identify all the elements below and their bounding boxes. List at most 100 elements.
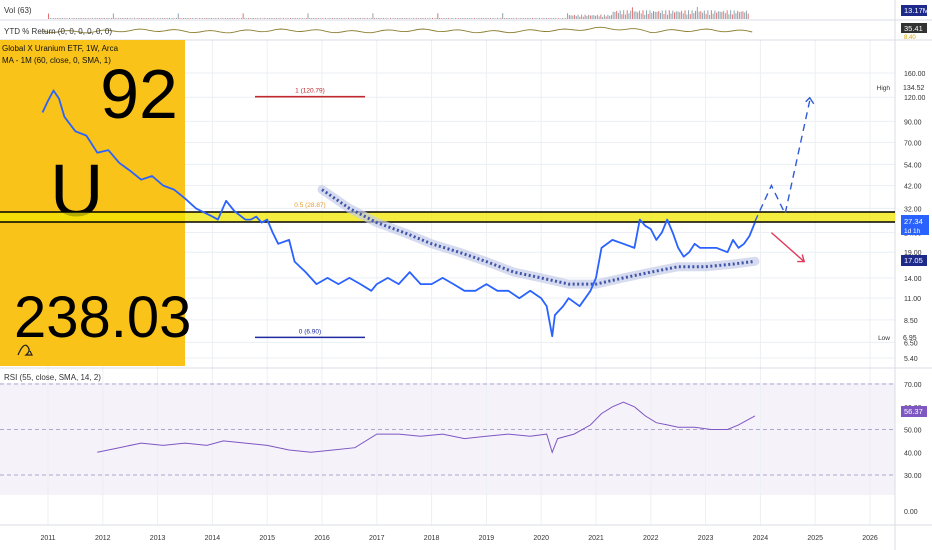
volume-bar xyxy=(456,18,458,19)
volume-bar xyxy=(542,17,544,19)
volume-bar xyxy=(339,18,341,19)
volume-bar xyxy=(153,17,155,19)
volume-bar xyxy=(225,17,227,19)
volume-bar xyxy=(512,17,514,19)
volume-bar xyxy=(219,18,221,19)
volume-bar xyxy=(104,17,106,19)
volume-bar xyxy=(330,18,332,19)
x-tick-2016: 2016 xyxy=(314,535,330,542)
volume-bar xyxy=(112,13,114,19)
low-label: Low xyxy=(878,335,890,342)
x-tick-2011: 2011 xyxy=(40,535,55,542)
volume-bar xyxy=(100,18,102,19)
volume-bar xyxy=(507,18,509,19)
volume-bar xyxy=(656,11,658,19)
volume-bar xyxy=(435,17,437,19)
volume-bar xyxy=(740,11,742,19)
volume-bar xyxy=(633,11,635,19)
volume-bar xyxy=(561,17,563,19)
y-tick-5.40: 5.40 xyxy=(904,356,918,363)
x-tick-2021: 2021 xyxy=(588,535,604,542)
volume-bar xyxy=(56,18,58,19)
volume-bar xyxy=(111,17,113,19)
volume-bar xyxy=(191,17,193,19)
volume-bar xyxy=(733,10,735,19)
volume-bar xyxy=(170,18,172,19)
volume-bar xyxy=(233,17,235,19)
projection-up-arrowhead xyxy=(805,96,815,105)
volume-bar xyxy=(489,17,491,19)
volume-bar xyxy=(400,18,402,19)
volume-bar xyxy=(747,13,749,19)
volume-bar xyxy=(263,17,265,19)
symbol-title: Global X Uranium ETF, 1W, Arca xyxy=(2,44,119,53)
volume-bar xyxy=(686,14,688,19)
volume-bar xyxy=(51,18,53,19)
volume-bar xyxy=(493,17,495,19)
volume-bar xyxy=(477,17,479,19)
price-tag-value: 27.34 xyxy=(904,217,923,226)
volume-bar xyxy=(253,18,255,19)
volume-bar xyxy=(161,18,163,19)
volume-bar xyxy=(228,18,230,19)
volume-bar xyxy=(116,18,118,19)
volume-bar xyxy=(481,17,483,19)
volume-bar xyxy=(503,18,505,19)
ma-tag xyxy=(901,255,927,266)
volume-bar xyxy=(586,16,588,19)
volume-bar xyxy=(321,17,323,19)
volume-bar xyxy=(128,18,130,19)
volume-bar xyxy=(560,18,562,19)
x-tick-2013: 2013 xyxy=(150,535,166,542)
volume-bar xyxy=(239,18,241,19)
volume-bar xyxy=(81,18,83,19)
volume-bar xyxy=(275,17,277,19)
volume-bar xyxy=(165,18,167,19)
volume-bar xyxy=(242,13,244,19)
volume-bar xyxy=(258,18,260,19)
volume-bar xyxy=(346,18,348,19)
volume-bar xyxy=(223,18,225,19)
volume-bar xyxy=(174,18,176,19)
rsi-tag-value: 56.37 xyxy=(904,407,923,416)
volume-bar xyxy=(382,17,384,19)
tradingview-logo-icon xyxy=(17,344,33,356)
volume-bar xyxy=(151,18,153,19)
volume-bar xyxy=(439,17,441,19)
rsi-line xyxy=(97,401,756,454)
volume-bar xyxy=(474,17,476,19)
volume-bar xyxy=(524,18,526,19)
x-tick-2020: 2020 xyxy=(533,535,549,542)
volume-bar xyxy=(402,18,404,19)
volume-bar xyxy=(516,17,518,19)
high-value: 134.52 xyxy=(903,85,925,92)
volume-bar xyxy=(247,18,249,19)
volume-bar xyxy=(470,17,472,19)
rsi-tick-70.00: 70.00 xyxy=(904,382,922,389)
ytd-value: 35.41 xyxy=(904,24,923,33)
volume-bar xyxy=(593,15,595,19)
volume-bar xyxy=(297,18,299,19)
volume-bar xyxy=(218,17,220,19)
volume-bar xyxy=(65,17,67,19)
volume-bar xyxy=(528,18,530,19)
volume-bar xyxy=(172,17,174,19)
volume-bar xyxy=(514,18,516,19)
volume-bar xyxy=(428,17,430,19)
volume-bar xyxy=(389,17,391,19)
volume-bar xyxy=(356,18,358,19)
volume-bar xyxy=(447,17,449,19)
volume-bar xyxy=(367,17,369,19)
volume-value: 13.17M xyxy=(904,6,929,15)
rsi-guides xyxy=(0,383,895,476)
volume-value-tag xyxy=(901,5,927,16)
volume-bar xyxy=(649,10,651,19)
volume-bar xyxy=(289,17,291,19)
volume-bar xyxy=(288,18,290,19)
volume-bar xyxy=(430,18,432,19)
y-tick-19.00: 19.00 xyxy=(904,250,922,257)
volume-bar xyxy=(605,16,607,19)
volume-bar xyxy=(267,17,269,19)
volume-bar xyxy=(693,13,695,19)
